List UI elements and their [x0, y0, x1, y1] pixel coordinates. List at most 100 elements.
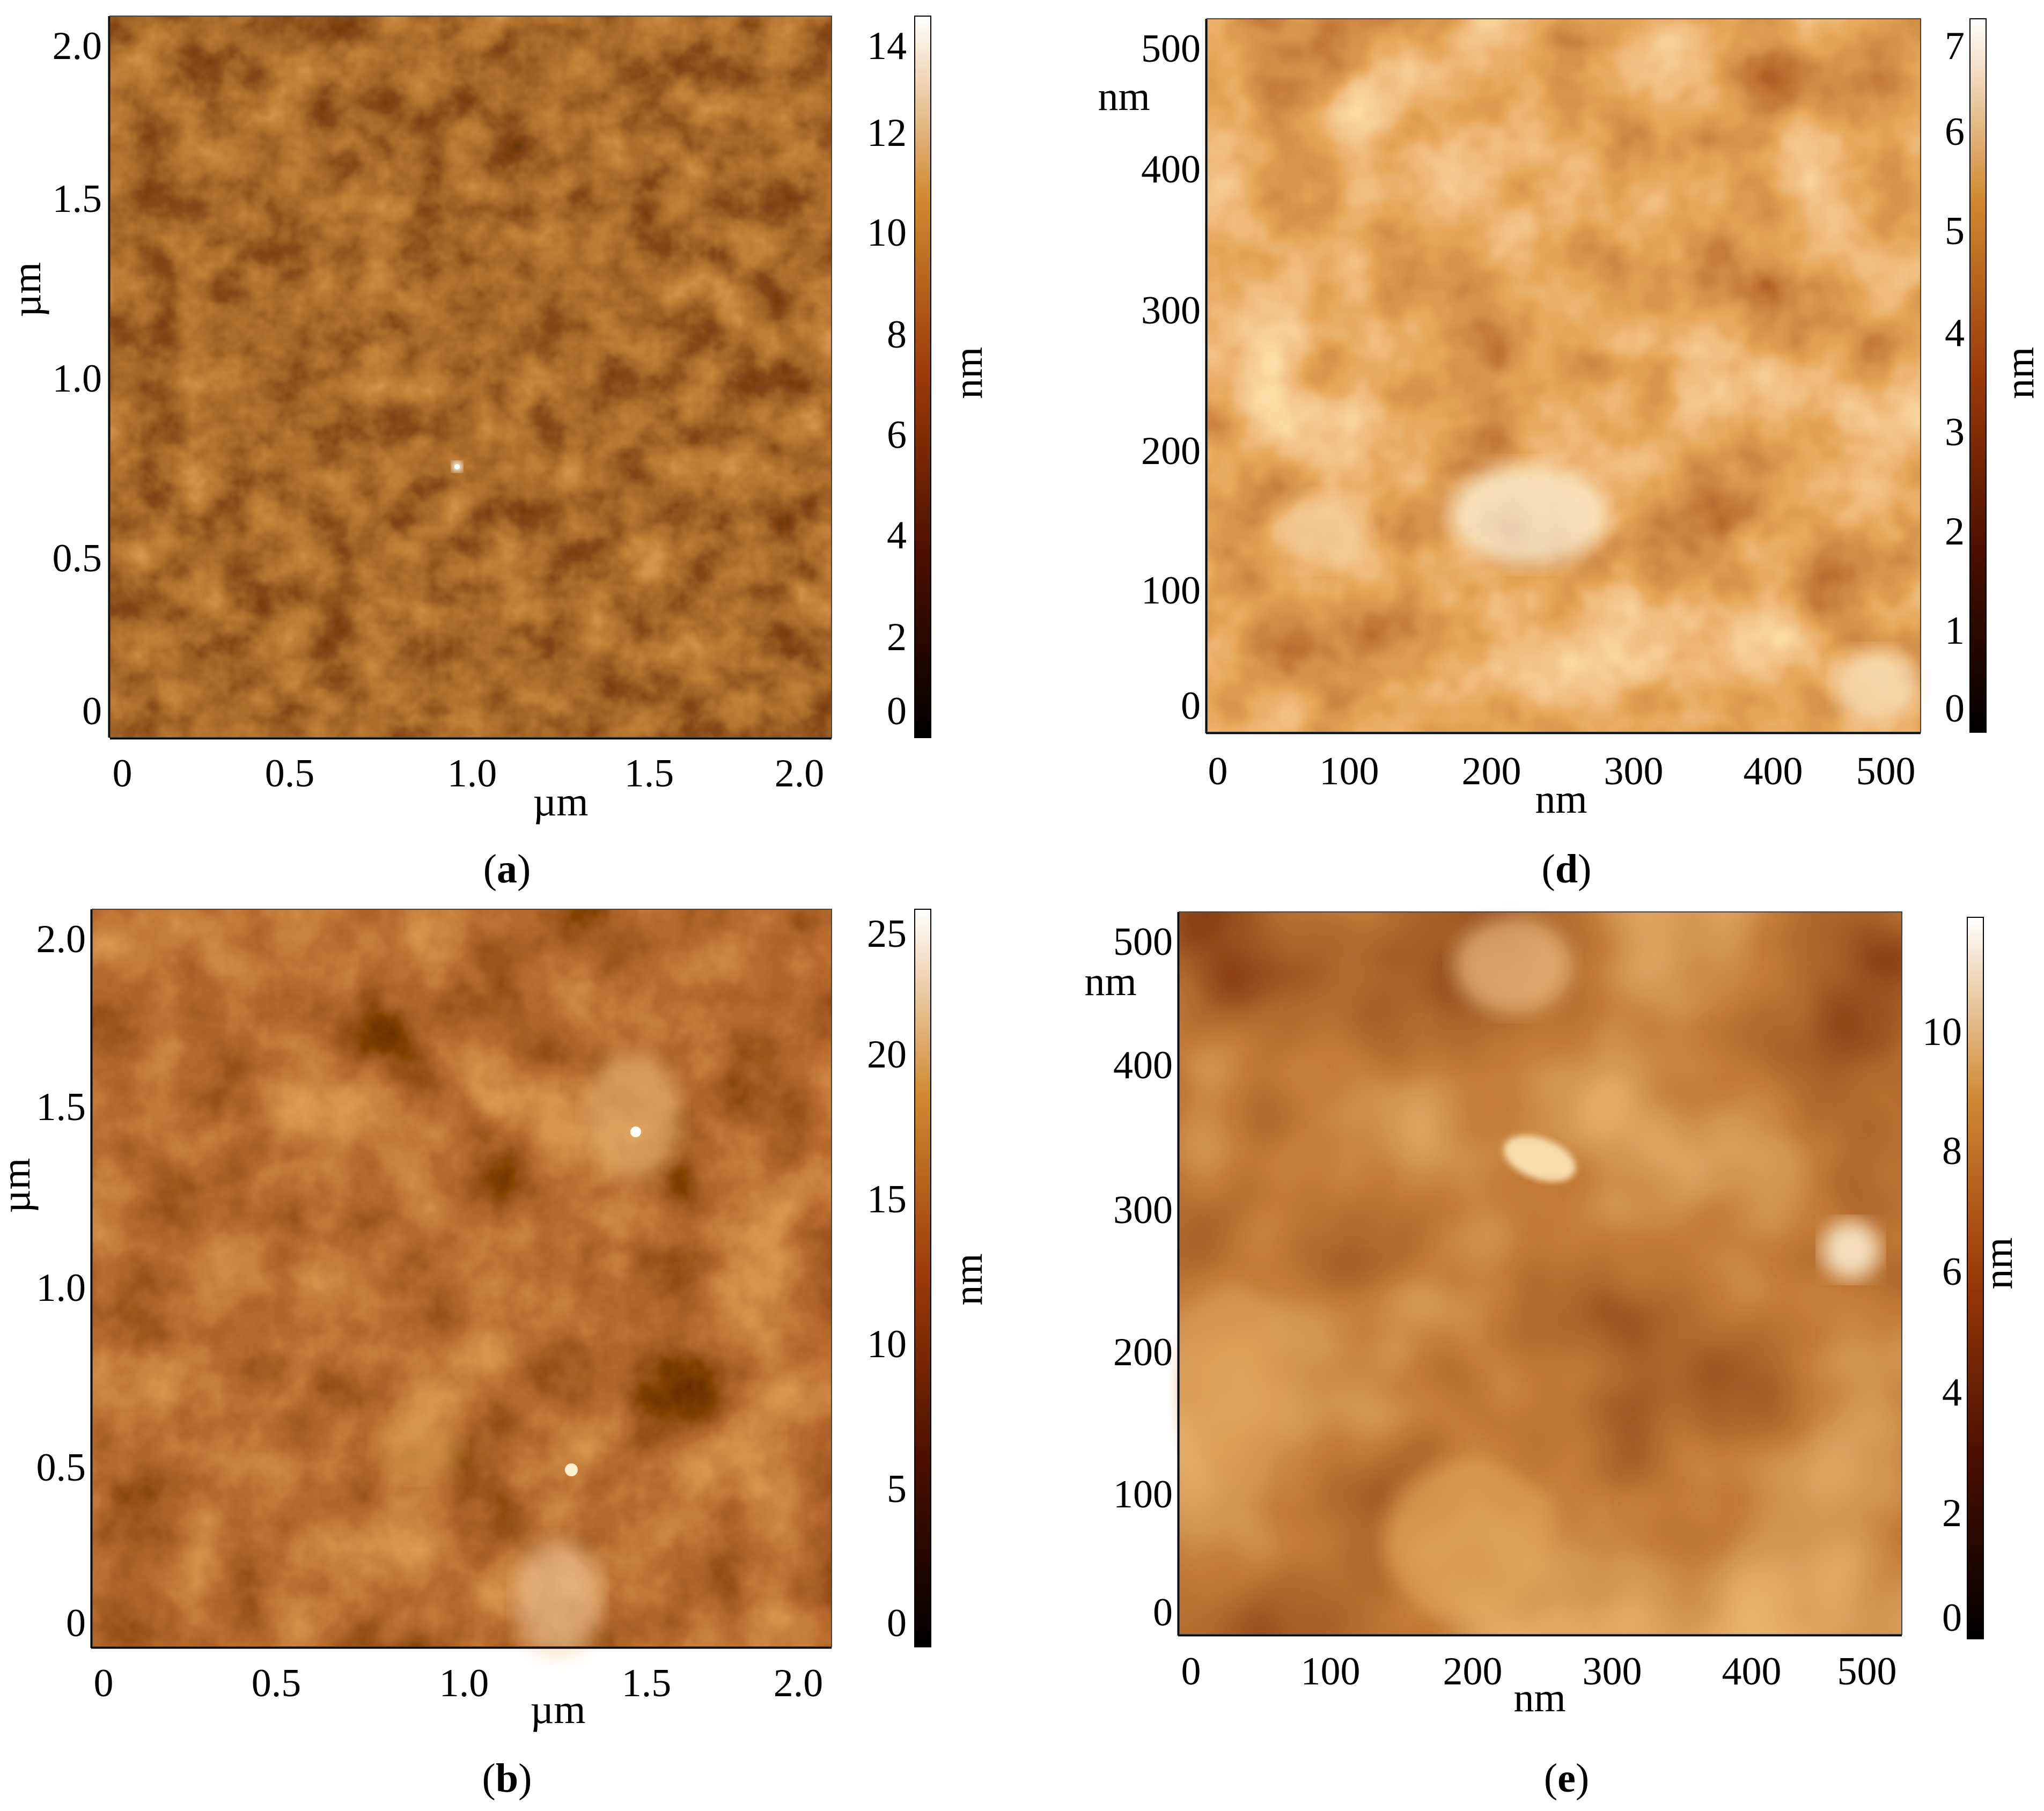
x-tick-a-4: 2.0 — [775, 752, 825, 796]
cbar-tick-d-5: 5 — [1945, 209, 1965, 253]
y-tick-e-5: 500 — [1113, 920, 1173, 964]
y-tick-d-4: 400 — [1141, 148, 1201, 192]
panel-a: 0 0.5 1.0 1.5 2.0 µm 0 0.5 1.0 1.5 2.0 µ… — [4, 16, 991, 892]
cbar-tick-d-4: 4 — [1945, 311, 1965, 355]
panel-e: 0 100 200 300 400 500 nm 0 100 200 300 4… — [1084, 911, 2021, 1801]
cbar-tick-a-5: 10 — [867, 211, 907, 255]
x-tick-e-4: 400 — [1722, 1650, 1782, 1694]
y-unit-a: µm — [4, 262, 49, 318]
y-tick-b-1: 0.5 — [36, 1446, 86, 1490]
afm-image-a — [110, 16, 832, 738]
x-tick-e-5: 500 — [1837, 1650, 1897, 1694]
cbar-tick-b-3: 15 — [867, 1177, 907, 1221]
x-unit-a: µm — [533, 779, 589, 824]
y-unit-b: µm — [0, 1158, 39, 1213]
cbar-tick-d-6: 6 — [1945, 110, 1965, 154]
cbar-unit-a: nm — [946, 347, 991, 399]
x-unit-b: µm — [531, 1687, 586, 1732]
y-tick-e-0: 0 — [1153, 1591, 1173, 1635]
panel-b: 0 0.5 1.0 1.5 2.0 µm 0 0.5 1.0 1.5 2.0 µ… — [0, 909, 991, 1801]
cbar-tick-d-2: 2 — [1945, 510, 1965, 554]
cbar-tick-e-3: 6 — [1942, 1250, 1962, 1294]
x-tick-e-1: 100 — [1301, 1650, 1361, 1694]
x-tick-d-0: 0 — [1208, 749, 1228, 793]
x-tick-b-4: 2.0 — [774, 1661, 824, 1705]
cbar-tick-b-5: 25 — [867, 912, 907, 956]
cbar-tick-a-1: 2 — [887, 615, 907, 659]
caption-e: (e) — [1544, 1756, 1589, 1801]
y-tick-d-0: 0 — [1181, 684, 1201, 728]
y-tick-d-2: 200 — [1141, 429, 1201, 473]
x-tick-b-2: 1.0 — [439, 1661, 489, 1705]
caption-a: (a) — [483, 846, 531, 892]
cbar-tick-a-7: 14 — [867, 24, 907, 68]
y-tick-b-0: 0 — [66, 1601, 86, 1645]
cbar-unit-d: nm — [1997, 347, 2042, 399]
x-tick-d-2: 200 — [1462, 749, 1521, 793]
x-unit-e: nm — [1513, 1675, 1565, 1720]
x-tick-e-0: 0 — [1181, 1650, 1201, 1694]
cbar-tick-d-0: 0 — [1945, 687, 1965, 731]
x-tick-d-3: 300 — [1604, 749, 1664, 793]
x-tick-b-1: 0.5 — [252, 1661, 302, 1705]
cbar-tick-e-5: 10 — [1922, 1010, 1962, 1054]
panel-d: 0 100 200 300 400 500 nm 0 100 200 300 4… — [1098, 18, 2042, 892]
cbar-tick-b-4: 20 — [867, 1033, 907, 1077]
afm-image-d — [1207, 19, 1921, 732]
y-tick-d-3: 300 — [1141, 289, 1201, 333]
x-tick-a-3: 1.5 — [624, 752, 674, 796]
x-tick-d-1: 100 — [1320, 749, 1379, 793]
x-tick-b-3: 1.5 — [622, 1661, 672, 1705]
colorbar-e — [1967, 917, 1984, 1639]
caption-b: (b) — [482, 1756, 532, 1801]
y-tick-a-2: 1.0 — [53, 357, 102, 401]
cbar-tick-b-2: 10 — [867, 1322, 907, 1366]
cbar-unit-b: nm — [946, 1253, 991, 1305]
x-tick-a-0: 0 — [113, 752, 133, 796]
y-tick-d-5: 500 — [1141, 27, 1201, 71]
cbar-tick-b-0: 0 — [887, 1601, 907, 1645]
cbar-tick-a-4: 8 — [887, 313, 907, 357]
colorbar-d — [1969, 18, 1987, 733]
y-tick-e-3: 300 — [1113, 1188, 1173, 1232]
colorbar-a — [914, 16, 931, 738]
y-unit-e: nm — [1084, 959, 1136, 1004]
x-tick-d-5: 500 — [1856, 749, 1916, 793]
y-tick-d-1: 100 — [1141, 569, 1201, 613]
y-tick-b-4: 2.0 — [36, 917, 86, 961]
y-tick-b-3: 1.5 — [36, 1085, 86, 1129]
x-tick-a-2: 1.0 — [447, 752, 497, 796]
x-tick-a-1: 0.5 — [265, 752, 315, 796]
colorbar-b — [914, 909, 931, 1647]
y-tick-e-2: 200 — [1113, 1330, 1173, 1374]
cbar-tick-b-1: 5 — [887, 1467, 907, 1511]
cbar-tick-e-0: 0 — [1942, 1596, 1962, 1640]
cbar-unit-e: nm — [1976, 1237, 2021, 1289]
y-tick-a-4: 2.0 — [53, 24, 102, 68]
cbar-tick-d-3: 3 — [1945, 410, 1965, 454]
cbar-tick-d-7: 7 — [1945, 24, 1965, 68]
x-tick-e-3: 300 — [1583, 1650, 1642, 1694]
afm-image-b — [92, 909, 832, 1647]
cbar-tick-a-3: 6 — [887, 413, 907, 457]
y-tick-a-0: 0 — [82, 689, 102, 733]
x-tick-b-0: 0 — [94, 1661, 114, 1705]
x-tick-e-2: 200 — [1443, 1650, 1503, 1694]
y-tick-e-4: 400 — [1113, 1043, 1173, 1087]
caption-d: (d) — [1542, 846, 1592, 892]
y-unit-d: nm — [1098, 74, 1150, 119]
cbar-tick-e-2: 4 — [1942, 1371, 1962, 1415]
x-unit-d: nm — [1535, 777, 1587, 822]
y-tick-a-3: 1.5 — [53, 177, 102, 221]
cbar-tick-a-0: 0 — [887, 689, 907, 733]
cbar-tick-a-2: 4 — [887, 513, 907, 557]
y-tick-a-1: 0.5 — [53, 536, 102, 580]
x-tick-d-4: 400 — [1744, 749, 1803, 793]
cbar-tick-e-1: 2 — [1942, 1491, 1962, 1535]
y-tick-b-2: 1.0 — [36, 1266, 86, 1310]
cbar-tick-d-1: 1 — [1945, 609, 1965, 653]
y-tick-e-1: 100 — [1113, 1473, 1173, 1516]
cbar-tick-e-4: 8 — [1942, 1129, 1962, 1173]
cbar-tick-a-6: 12 — [867, 111, 907, 155]
